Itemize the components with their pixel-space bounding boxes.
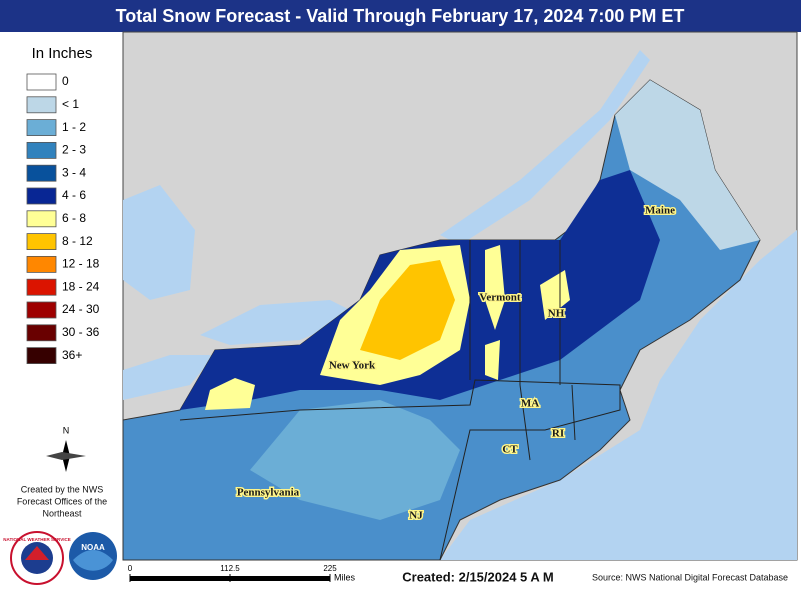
legend-label: 6 - 8 <box>62 211 86 225</box>
credit-line: Created by the NWS <box>21 484 104 494</box>
state-label: NH <box>548 308 565 320</box>
scale-label: 112.5 <box>220 564 240 573</box>
legend-label: 8 - 12 <box>62 234 93 248</box>
scale-label: 225 <box>323 564 337 573</box>
snow-area <box>360 260 455 360</box>
state-label: Maine <box>645 205 675 217</box>
legend-swatch <box>26 187 57 205</box>
map: Maine Vermont NH New York MA CT RI NJ Pennsylvan… <box>122 31 798 561</box>
legend-swatch <box>26 210 57 228</box>
legend-label: 12 - 18 <box>62 257 100 271</box>
legend-label: 36+ <box>62 348 82 362</box>
snow-area <box>485 245 570 380</box>
state-label: MA <box>521 398 539 410</box>
snow-area <box>205 378 255 410</box>
legend-label: 1 - 2 <box>62 120 86 134</box>
scale-unit: Miles <box>334 572 356 582</box>
state-label: Vermont <box>479 292 520 304</box>
legend-swatch <box>26 301 57 319</box>
snow-area <box>615 80 760 250</box>
credit-line: Forecast Offices of the <box>17 496 107 506</box>
title-bar <box>0 0 801 32</box>
legend-label: 18 - 24 <box>62 279 100 293</box>
lake <box>123 355 215 400</box>
noaa-logo: NOAA <box>69 532 117 580</box>
legend-swatch <box>26 255 57 273</box>
snow-area <box>250 400 460 520</box>
state-label: RI <box>552 428 564 440</box>
legend-label: < 1 <box>62 97 79 111</box>
legend-label: 3 - 4 <box>62 165 86 179</box>
scale-label: 0 <box>128 564 133 573</box>
legend-swatch <box>26 324 57 342</box>
state-label: NJ <box>409 510 423 522</box>
legend-label: 30 - 36 <box>62 325 100 339</box>
legend-swatch <box>26 278 57 296</box>
legend-swatch <box>26 164 57 182</box>
compass-label: N <box>63 425 70 435</box>
nws-logo: NATIONAL WEATHER SERVICE <box>3 531 71 585</box>
state-labels: Maine Vermont NH New York MA CT RI NJ Pennsylvan… <box>235 203 676 523</box>
state-label: Pennsylvania <box>237 487 300 499</box>
legend-swatch <box>26 141 57 159</box>
lake <box>200 300 360 345</box>
state-border <box>179 379 621 561</box>
state-border <box>469 240 576 461</box>
legend-swatch <box>26 73 57 91</box>
legend-swatch <box>26 119 57 136</box>
ocean <box>440 150 797 560</box>
legend-label: 4 - 6 <box>62 188 86 202</box>
legend: 0 < 1 1 - 2 2 - 3 3 - 4 4 - 6 6 - 8 8 - 12 12 - … <box>26 73 100 365</box>
legend-title: In Inches <box>32 45 93 62</box>
source: Source: NWS National Digital Forecast Da… <box>592 572 788 582</box>
legend-swatch <box>26 96 57 114</box>
nws-logo-text: NATIONAL WEATHER SERVICE <box>3 537 70 542</box>
credit-line: Northeast <box>42 508 82 518</box>
title: Total Snow Forecast - Valid Through Febr… <box>116 6 685 26</box>
legend-label: 0 <box>62 74 69 88</box>
river <box>440 50 650 245</box>
legend-swatch <box>26 347 57 365</box>
lake <box>123 185 195 300</box>
compass: N <box>46 425 86 472</box>
legend-label: 2 - 3 <box>62 143 86 157</box>
state-label: CT <box>502 444 518 456</box>
noaa-logo-text: NOAA <box>81 543 105 552</box>
legend-label: 24 - 30 <box>62 302 100 316</box>
state-label: New York <box>329 360 376 372</box>
created: Created: 2/15/2024 5 A M <box>402 569 554 584</box>
legend-swatch <box>26 233 57 251</box>
